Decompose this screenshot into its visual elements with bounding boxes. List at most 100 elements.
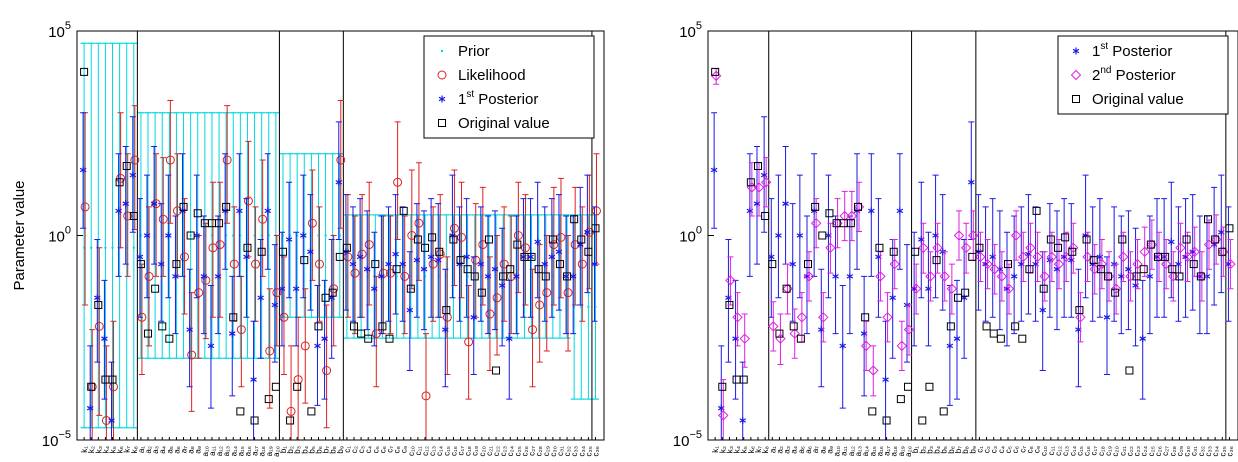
post2-point [1132, 258, 1143, 270]
post2-point [1175, 242, 1186, 254]
x-tick-label: a₇ [811, 446, 820, 453]
post2-errorbar [1127, 251, 1134, 302]
post1-point [413, 256, 421, 264]
post2-point [996, 271, 1008, 282]
original-point [371, 260, 380, 269]
post1-point [363, 265, 371, 273]
x-tick-label: k₆ [747, 446, 756, 453]
post2-point [925, 271, 936, 282]
original-point [293, 382, 302, 391]
x-tick-label: c₃₁ [556, 446, 565, 456]
post2-errorbar [1048, 231, 1055, 283]
original-point [1161, 252, 1170, 261]
x-tick-label: c₁₈ [1097, 446, 1106, 456]
original-series [80, 67, 600, 425]
original-point [563, 272, 572, 281]
likelihood-point [350, 268, 360, 278]
post1-point [129, 171, 137, 179]
post2-errorbar [813, 198, 820, 249]
post1-point [591, 260, 598, 268]
likelihood-point [243, 196, 253, 206]
x-tick-label: k₂ [87, 446, 96, 453]
y-tick-label: 105 [679, 20, 702, 41]
x-tick-label: a₁₈ [258, 446, 267, 456]
original-point [364, 334, 373, 343]
x-tick-label: b₈ [961, 446, 970, 454]
x-tick-label: a₁₇ [883, 446, 892, 456]
x-tick-label: c₂₅ [513, 446, 522, 456]
prior-point [90, 246, 93, 250]
original-point [918, 416, 927, 425]
legend: 1st Posterior 2nd Posterior Original value [1057, 35, 1229, 115]
x-tick-label: c₃ [357, 446, 366, 453]
original-point [229, 313, 238, 322]
original-point [989, 329, 998, 338]
original-point [577, 235, 586, 244]
original-point [144, 329, 153, 338]
post2-errorbar [870, 345, 877, 397]
likelihood-point [322, 366, 332, 376]
post2-point [1182, 251, 1193, 263]
original-point [789, 322, 798, 331]
post1-point [839, 342, 847, 350]
post1-point [584, 228, 591, 236]
post1-point [889, 294, 897, 302]
original-point [406, 284, 415, 293]
post2-point [989, 263, 1000, 275]
x-tick-label: a₁₉ [897, 446, 906, 456]
original-point [746, 178, 755, 187]
original-point [1225, 224, 1234, 233]
post1-point [775, 232, 782, 239]
x-tick-label: c₆ [1011, 446, 1020, 453]
x-tick-label: c₂ [350, 446, 359, 453]
original-point [215, 219, 224, 228]
post2-errorbar [841, 190, 848, 242]
post1-point [967, 178, 975, 186]
original-point [158, 322, 167, 331]
x-tick-label: a₆ [172, 446, 181, 454]
original-point [257, 247, 266, 256]
x-tick-label: a₁₉ [265, 446, 274, 456]
x-tick-label: c₂₈ [535, 446, 544, 456]
post1-point [789, 260, 797, 268]
x-tick-label: b₁ [911, 446, 920, 453]
x-tick-label: c₁₃ [428, 446, 437, 456]
x-tick-label: a₅ [165, 446, 174, 454]
original-point [449, 235, 458, 244]
prior-point [132, 246, 136, 250]
post1-point [307, 248, 314, 256]
post1-point [214, 272, 222, 280]
original-point [1104, 272, 1112, 281]
likelihood-point [165, 155, 175, 165]
x-tick-label: c₂₁ [485, 446, 494, 456]
x-tick-label: k₄ [101, 446, 110, 453]
post2-point [860, 340, 872, 352]
post2-errorbar [991, 244, 998, 295]
post2-point [975, 251, 986, 263]
post1-point [896, 207, 904, 215]
original-point [349, 322, 358, 331]
likelihood-point [400, 271, 410, 281]
x-tick-label: c₃₃ [1204, 446, 1213, 457]
likelihood-point [485, 309, 495, 319]
post1-point [1139, 335, 1147, 343]
post1-point [292, 285, 300, 293]
likelihood-point [300, 341, 310, 351]
original-point [555, 260, 564, 269]
original-point [961, 288, 970, 297]
x-tick-label: k₅ [740, 446, 749, 453]
post2-errorbar [884, 292, 891, 343]
x-tick-label: c₁ [343, 446, 352, 453]
x-tick-label: a₁₃ [854, 446, 863, 456]
x-tick-label: c₃₃ [570, 446, 579, 457]
post2-point [1096, 258, 1108, 270]
original-point [527, 252, 536, 261]
post1-point [427, 253, 435, 261]
likelihood-errorbar [266, 288, 273, 409]
original-point [1089, 256, 1098, 265]
x-tick-label: c₃₂ [1197, 446, 1206, 456]
post2-point [1068, 242, 1079, 254]
post2-point [953, 230, 965, 241]
x-tick-label: c₈ [393, 446, 402, 453]
original-point [868, 407, 877, 416]
